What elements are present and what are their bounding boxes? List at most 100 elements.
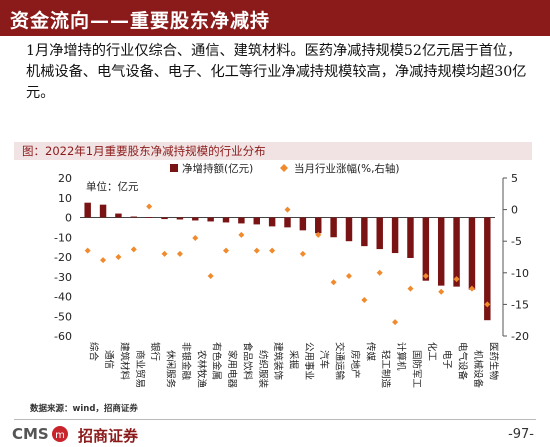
x-tick-label: 休闲服务 (165, 350, 177, 389)
footer-logo: CMS (12, 425, 49, 443)
scatter-point (453, 276, 460, 283)
x-tick-label: 医药生物 (487, 342, 499, 381)
y-right-tick-label: -10 (511, 267, 529, 280)
bar (238, 217, 245, 224)
x-tick-label: 农林牧渔 (195, 350, 207, 389)
bar (253, 217, 260, 225)
chart: 20 10 0 -10 -20 -30 -40 -50 -60 5 0 -5 -10 -15 -20 单位：亿… (54, 162, 529, 389)
y-left-tick-label: 0 (65, 212, 72, 225)
x-tick-label: 商业贸易 (134, 350, 146, 388)
scatter-point (207, 272, 214, 279)
scatter-point (315, 231, 322, 238)
y-right-tick-label: 5 (511, 172, 518, 185)
summary-text: 1月净增持的行业仅综合、通信、建筑材料。医药净减持规模52亿元居于首位，机械设备… (26, 43, 527, 101)
scatter-point (345, 272, 352, 279)
legend-swatch-bar (170, 164, 178, 172)
scatter-point (376, 269, 383, 276)
scatter-point (253, 247, 260, 254)
source-note: 数据来源：wind，招商证券 (30, 404, 138, 414)
x-tick-label: 汽车 (318, 350, 330, 369)
scatter-point (438, 288, 445, 295)
y-right-tick-label: -15 (511, 298, 529, 311)
x-tick-label: 家用电器 (226, 350, 238, 389)
bar (145, 217, 153, 218)
bar (330, 217, 337, 238)
svg-text:m: m (55, 430, 65, 441)
chart-caption-bar (14, 142, 532, 160)
x-tick-label: 计算机 (395, 342, 407, 371)
scatter-point (223, 247, 230, 254)
y-left-tick-label: -10 (54, 231, 72, 244)
bar (176, 217, 184, 220)
logo-mark-icon: m (52, 426, 68, 442)
x-tick-label: 公用事业 (303, 342, 315, 380)
x-tick-label: 电气设备 (457, 342, 469, 381)
scatter-point (392, 319, 399, 326)
bar (361, 217, 368, 247)
x-tick-label: 建筑材料 (118, 342, 130, 381)
scatter-point (330, 279, 337, 286)
scatter-point (130, 246, 137, 253)
x-tick-label: 采掘 (288, 350, 300, 369)
scatter-point (100, 257, 107, 264)
scatter-point (84, 247, 91, 254)
scatter-point (115, 254, 122, 260)
x-tick-label: 有色金属 (211, 342, 223, 380)
x-tick-label: 食品饮料 (241, 342, 253, 381)
y-right-tick-label: 0 (511, 204, 518, 217)
bar (376, 217, 383, 250)
scatter-point (468, 285, 475, 292)
bar (345, 217, 353, 242)
scatter-point (299, 250, 306, 257)
page-title: 资金流向——重要股东净减持 (10, 10, 271, 32)
bar (84, 202, 91, 218)
unit-note: 单位：亿元 (86, 180, 139, 193)
bar (407, 217, 414, 258)
chart-caption: 图：2022年1月重要股东净减持规模的行业分布 (22, 144, 266, 158)
x-tick-label: 机械设备 (472, 350, 484, 389)
scatter-point (238, 231, 245, 238)
bar (468, 217, 476, 290)
bar (391, 217, 399, 254)
bar (437, 217, 445, 286)
y-left-tick-label: -20 (54, 251, 72, 264)
scatter-point (146, 203, 153, 210)
x-tick-label: 纺织服装 (257, 350, 269, 389)
x-tick-label: 国防军工 (410, 350, 422, 389)
x-tick-label: 综合 (88, 342, 100, 362)
bar (161, 217, 168, 220)
bar (268, 217, 276, 227)
scatter-point (361, 296, 368, 303)
page-number: -97- (508, 427, 534, 442)
y-left-tick-label: 20 (58, 172, 72, 185)
y-right-tick-label: -5 (511, 235, 522, 248)
y-left-tick-label: -40 (54, 291, 72, 304)
legend-label-bar: 净增持额(亿元) (182, 162, 253, 175)
bar (453, 217, 460, 287)
bar (192, 217, 199, 221)
x-tick-label: 通信 (103, 350, 115, 369)
y-left-tick-label: -50 (54, 310, 72, 323)
bar (299, 217, 307, 231)
bar (222, 217, 230, 223)
bar (422, 217, 430, 281)
scatter-point (269, 247, 276, 254)
footer-divider (14, 419, 536, 420)
y-left-tick-label: -60 (54, 330, 72, 343)
bar (484, 217, 491, 321)
footer-company: 招商证券 (78, 427, 139, 445)
y-left-tick-label: 10 (58, 192, 72, 205)
scatter-point (176, 250, 183, 257)
scatter-point (407, 285, 414, 292)
x-tick-label: 非银金融 (180, 342, 192, 381)
bar (284, 217, 291, 228)
y-right-tick-label: -20 (511, 330, 529, 343)
x-tick-label: 轻工制造 (380, 350, 392, 389)
bar (115, 213, 122, 218)
x-tick-label: 电子 (441, 350, 453, 370)
scatter-point (484, 301, 491, 308)
x-tick-label: 化工 (426, 342, 438, 362)
y-left-tick-label: -30 (54, 271, 72, 284)
x-tick-label: 传媒 (364, 342, 376, 362)
x-tick-label: 房地产 (349, 350, 361, 379)
